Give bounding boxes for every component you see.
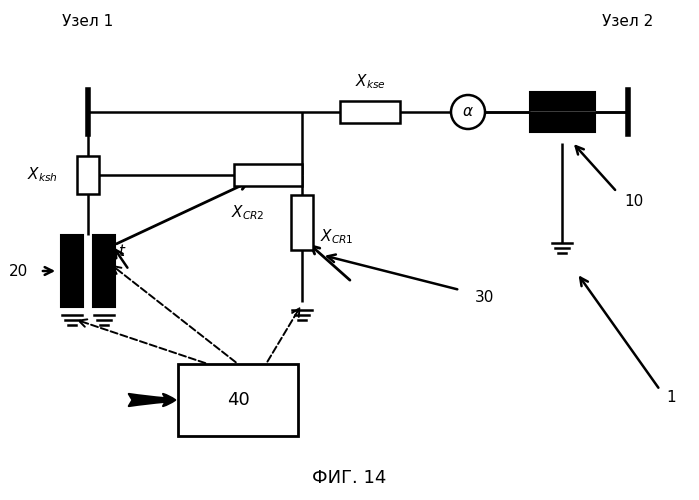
Text: 1: 1: [666, 390, 676, 406]
Text: $t$: $t$: [118, 243, 127, 259]
Text: $X_{kse}$: $X_{kse}$: [354, 72, 385, 92]
Bar: [178, 364, 298, 436]
Bar: [77, 156, 99, 194]
Text: $\alpha$: $\alpha$: [462, 104, 474, 120]
Text: 10: 10: [624, 194, 643, 210]
Circle shape: [451, 95, 485, 129]
Text: $X_{CR2}$: $X_{CR2}$: [231, 204, 265, 223]
Text: Узел 1: Узел 1: [62, 14, 114, 30]
Text: Узел 2: Узел 2: [603, 14, 654, 30]
Text: ФИГ. 14: ФИГ. 14: [312, 469, 386, 487]
Text: 20: 20: [9, 264, 28, 278]
Bar: [530, 92, 595, 110]
Bar: [530, 114, 595, 132]
Bar: [340, 101, 400, 123]
Bar: [93, 235, 115, 307]
Text: $X_{CR1}$: $X_{CR1}$: [320, 228, 354, 246]
Text: 30: 30: [475, 290, 494, 306]
Bar: [234, 164, 302, 186]
Bar: [291, 194, 313, 250]
Text: $X_{ksh}$: $X_{ksh}$: [27, 166, 58, 184]
Text: 40: 40: [226, 391, 250, 409]
Bar: [61, 235, 83, 307]
